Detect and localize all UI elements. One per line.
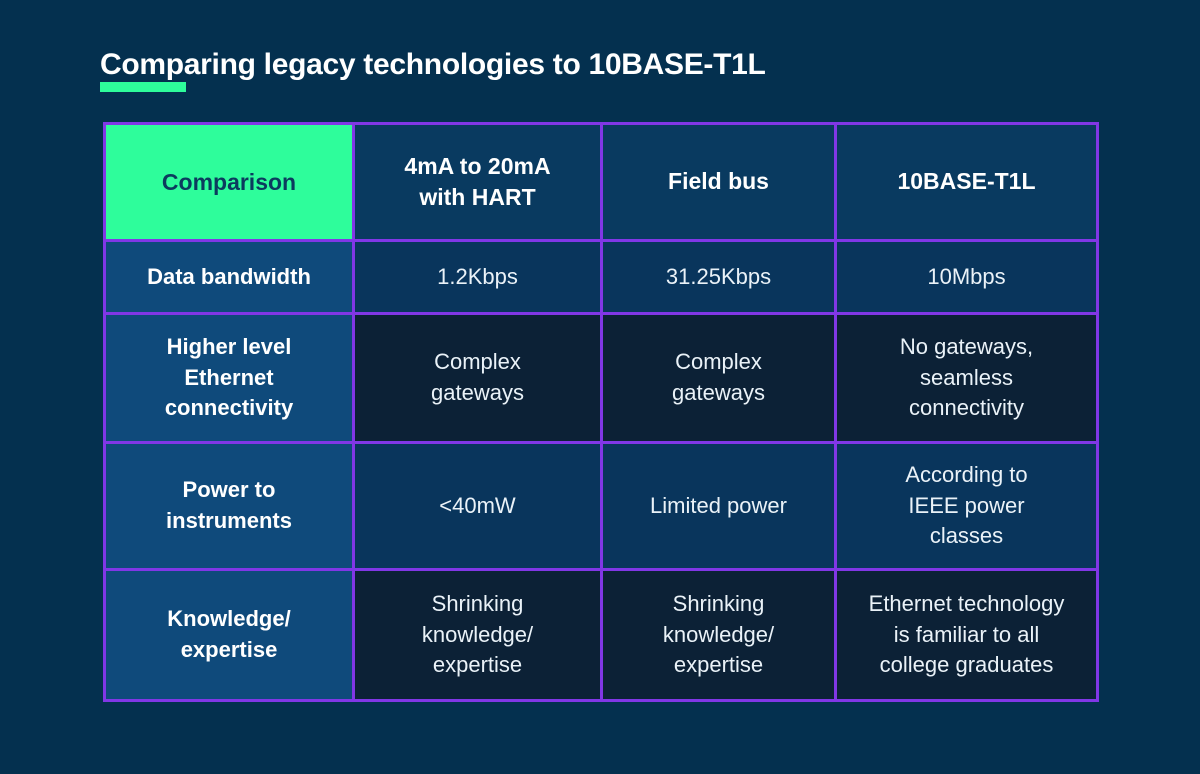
cell-power-fieldbus: Limited power [600,441,837,571]
table-row-power-to-instruments: Power to instruments <40mW Limited power… [103,441,1099,571]
title-accent-bar [100,82,186,92]
cell-ethernet-fieldbus: Complex gateways [600,312,837,444]
row-label-power-to-instruments: Power to instruments [103,441,355,571]
header-cell-4ma-20ma-hart: 4mA to 20mA with HART [352,122,603,242]
table-row-knowledge-expertise: Knowledge/ expertise Shrinking knowledge… [103,568,1099,702]
table-header-row: Comparison 4mA to 20mA with HART Field b… [103,122,1099,242]
row-label-knowledge-expertise: Knowledge/ expertise [103,568,355,702]
cell-power-10base: According to IEEE power classes [834,441,1099,571]
cell-ethernet-10base: No gateways, seamless connectivity [834,312,1099,444]
cell-power-hart: <40mW [352,441,603,571]
table-row-data-bandwidth: Data bandwidth 1.2Kbps 31.25Kbps 10Mbps [103,239,1099,315]
table-row-ethernet-connectivity: Higher level Ethernet connectivity Compl… [103,312,1099,444]
header-cell-comparison: Comparison [103,122,355,242]
cell-bandwidth-hart: 1.2Kbps [352,239,603,315]
page-title: Comparing legacy technologies to 10BASE-… [100,48,766,82]
cell-knowledge-hart: Shrinking knowledge/ expertise [352,568,603,702]
cell-knowledge-10base: Ethernet technology is familiar to all c… [834,568,1099,702]
comparison-table: Comparison 4mA to 20mA with HART Field b… [103,122,1099,702]
cell-knowledge-fieldbus: Shrinking knowledge/ expertise [600,568,837,702]
row-label-ethernet-connectivity: Higher level Ethernet connectivity [103,312,355,444]
row-label-data-bandwidth: Data bandwidth [103,239,355,315]
cell-bandwidth-10base: 10Mbps [834,239,1099,315]
cell-bandwidth-fieldbus: 31.25Kbps [600,239,837,315]
header-cell-field-bus: Field bus [600,122,837,242]
header-cell-10base-t1l: 10BASE-T1L [834,122,1099,242]
cell-ethernet-hart: Complex gateways [352,312,603,444]
